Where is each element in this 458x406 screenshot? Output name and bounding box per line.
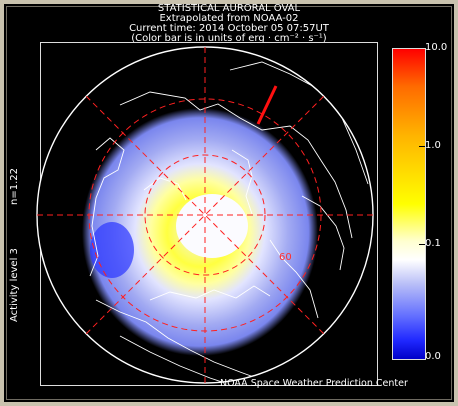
colorbar-frame bbox=[392, 48, 426, 360]
activity-level: Activity level 3 bbox=[9, 248, 20, 322]
colorbar-tick-label: 0.1 bbox=[425, 238, 441, 249]
hemispheric-power-index: n=1.22 bbox=[9, 168, 20, 205]
colorbar-units-note: (Color bar is in units of erg · cm⁻² · s… bbox=[131, 33, 327, 44]
title-line-3: Current time: 2014 October 05 07:57UT bbox=[129, 23, 329, 34]
colorbar-tick-label: 0.0 bbox=[425, 351, 441, 362]
colorbar-tick bbox=[419, 244, 425, 245]
colorbar-tick-label: 1.0 bbox=[425, 140, 441, 151]
title-line-2: Extrapolated from NOAA-02 bbox=[159, 13, 299, 24]
noon-marker bbox=[256, 85, 278, 125]
polar-cap bbox=[176, 194, 248, 258]
coastlines bbox=[89, 61, 369, 383]
auroral-oval-hotspot bbox=[90, 222, 134, 278]
latitude-label-60: 60 bbox=[279, 252, 292, 263]
title-line-1: STATISTICAL AURORAL OVAL bbox=[157, 3, 301, 14]
colorbar-tick bbox=[419, 146, 425, 147]
credit-label: NOAA Space Weather Prediction Center bbox=[220, 378, 408, 389]
colorbar-tick-label: 10.0 bbox=[425, 42, 448, 53]
colorbar bbox=[393, 49, 425, 359]
graticule bbox=[37, 47, 373, 383]
